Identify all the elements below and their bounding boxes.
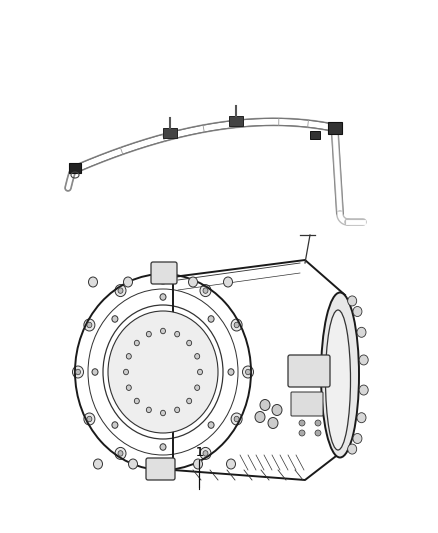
Ellipse shape bbox=[134, 398, 139, 403]
Ellipse shape bbox=[75, 369, 81, 375]
Ellipse shape bbox=[203, 451, 208, 456]
Ellipse shape bbox=[128, 459, 138, 469]
Bar bbox=[229, 116, 243, 126]
Text: 1: 1 bbox=[195, 447, 203, 459]
Ellipse shape bbox=[226, 459, 236, 469]
FancyBboxPatch shape bbox=[288, 355, 330, 387]
Bar bbox=[310, 131, 320, 139]
Ellipse shape bbox=[160, 463, 166, 469]
Ellipse shape bbox=[198, 369, 202, 375]
Ellipse shape bbox=[88, 277, 98, 287]
Ellipse shape bbox=[160, 275, 166, 281]
Ellipse shape bbox=[348, 444, 357, 454]
Ellipse shape bbox=[146, 407, 152, 413]
Ellipse shape bbox=[194, 353, 200, 359]
Ellipse shape bbox=[158, 272, 169, 284]
Ellipse shape bbox=[84, 413, 95, 425]
Ellipse shape bbox=[223, 277, 233, 287]
Ellipse shape bbox=[160, 444, 166, 450]
Ellipse shape bbox=[228, 369, 234, 375]
Ellipse shape bbox=[260, 400, 270, 410]
Ellipse shape bbox=[208, 316, 214, 322]
Bar bbox=[328, 122, 342, 134]
Ellipse shape bbox=[146, 332, 152, 337]
Ellipse shape bbox=[353, 306, 362, 317]
Ellipse shape bbox=[112, 422, 118, 429]
Ellipse shape bbox=[126, 385, 131, 391]
Ellipse shape bbox=[357, 413, 366, 423]
Ellipse shape bbox=[234, 416, 239, 422]
Ellipse shape bbox=[126, 353, 131, 359]
Ellipse shape bbox=[188, 277, 198, 287]
Ellipse shape bbox=[115, 447, 126, 459]
Ellipse shape bbox=[203, 288, 208, 293]
Ellipse shape bbox=[87, 416, 92, 422]
Ellipse shape bbox=[246, 369, 251, 375]
Ellipse shape bbox=[321, 293, 359, 457]
Ellipse shape bbox=[108, 311, 218, 433]
Ellipse shape bbox=[84, 319, 95, 331]
Circle shape bbox=[315, 430, 321, 436]
Circle shape bbox=[315, 420, 321, 426]
Ellipse shape bbox=[208, 422, 214, 429]
Ellipse shape bbox=[268, 417, 278, 429]
Ellipse shape bbox=[175, 407, 180, 413]
Ellipse shape bbox=[124, 277, 133, 287]
Text: 1: 1 bbox=[195, 447, 203, 459]
Ellipse shape bbox=[160, 294, 166, 300]
Ellipse shape bbox=[175, 332, 180, 337]
Ellipse shape bbox=[160, 410, 166, 416]
Ellipse shape bbox=[115, 285, 126, 296]
Bar bbox=[163, 128, 177, 138]
Ellipse shape bbox=[353, 433, 362, 443]
Ellipse shape bbox=[92, 369, 98, 375]
Ellipse shape bbox=[73, 366, 84, 378]
Circle shape bbox=[299, 430, 305, 436]
Ellipse shape bbox=[112, 316, 118, 322]
Ellipse shape bbox=[357, 327, 366, 337]
Ellipse shape bbox=[194, 385, 200, 391]
Ellipse shape bbox=[359, 385, 368, 395]
Ellipse shape bbox=[359, 355, 368, 365]
Ellipse shape bbox=[118, 288, 123, 293]
Ellipse shape bbox=[234, 322, 239, 328]
Ellipse shape bbox=[200, 447, 211, 459]
Ellipse shape bbox=[255, 411, 265, 423]
FancyBboxPatch shape bbox=[151, 262, 177, 284]
Ellipse shape bbox=[134, 340, 139, 346]
Ellipse shape bbox=[187, 340, 192, 346]
FancyBboxPatch shape bbox=[291, 392, 323, 416]
Ellipse shape bbox=[243, 366, 254, 378]
Ellipse shape bbox=[348, 296, 357, 306]
Ellipse shape bbox=[160, 328, 166, 334]
FancyBboxPatch shape bbox=[146, 458, 175, 480]
Ellipse shape bbox=[272, 405, 282, 416]
Ellipse shape bbox=[325, 310, 350, 450]
Ellipse shape bbox=[187, 398, 192, 403]
Ellipse shape bbox=[118, 451, 123, 456]
Ellipse shape bbox=[231, 413, 242, 425]
Ellipse shape bbox=[231, 319, 242, 331]
Circle shape bbox=[299, 420, 305, 426]
Ellipse shape bbox=[124, 369, 128, 375]
Ellipse shape bbox=[200, 285, 211, 296]
Ellipse shape bbox=[87, 322, 92, 328]
Ellipse shape bbox=[194, 459, 202, 469]
Ellipse shape bbox=[158, 460, 169, 472]
Bar bbox=[69, 163, 81, 173]
Ellipse shape bbox=[93, 459, 102, 469]
